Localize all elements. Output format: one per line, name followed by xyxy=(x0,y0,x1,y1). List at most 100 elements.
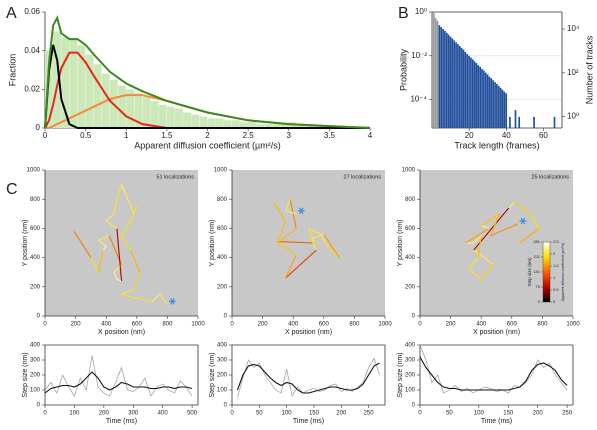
y-tick-label: 0 xyxy=(412,314,416,320)
trajectory-step xyxy=(113,199,118,214)
histogram-bar xyxy=(509,116,511,128)
y-tick-label: 600 xyxy=(217,226,228,232)
x-tick-label: 800 xyxy=(349,322,360,328)
x-tick-label: 200 xyxy=(99,411,110,417)
histogram-bar xyxy=(296,124,305,128)
trajectory-step xyxy=(308,227,321,235)
histogram-bar xyxy=(45,50,53,128)
trajectory-step xyxy=(481,224,490,229)
trajectory-step xyxy=(483,257,494,266)
histogram-bar xyxy=(460,47,463,128)
x-tick-label: 0 xyxy=(43,131,48,140)
histogram-bar xyxy=(483,70,485,128)
histogram-bar xyxy=(69,39,78,128)
histogram-bar xyxy=(166,106,175,128)
start-marker xyxy=(297,207,305,215)
trajectory-step xyxy=(489,213,501,236)
x-tick-label: 400 xyxy=(288,322,299,328)
histogram-bar xyxy=(199,116,208,128)
y-tick-label: 100 xyxy=(217,388,228,394)
trajectory-step xyxy=(473,235,482,244)
y2-tick-label: 10⁴ xyxy=(567,24,580,33)
histogram-bar xyxy=(223,120,232,128)
histogram-bar xyxy=(499,87,502,128)
y-tick-label: 300 xyxy=(405,358,416,364)
y-axis-label: Step size (nm) xyxy=(22,352,29,397)
x-axis-label: X position (nm) xyxy=(473,329,520,336)
x-axis-label: X position (nm) xyxy=(98,329,145,336)
histogram-bar xyxy=(494,82,496,128)
trajectory-step xyxy=(98,250,104,273)
trajectory-step xyxy=(102,245,107,251)
start-marker xyxy=(168,297,176,305)
y-tick-label: 200 xyxy=(405,373,416,379)
histogram-bar xyxy=(445,32,448,128)
histogram-bar xyxy=(488,76,491,128)
trajectory-step xyxy=(285,249,317,279)
trajectory-step xyxy=(73,231,92,258)
y-tick-label: 200 xyxy=(30,373,41,379)
histogram-bar xyxy=(481,68,483,128)
trajectory-step xyxy=(519,227,540,244)
trajectory-step xyxy=(116,278,122,282)
y-tick-label: 0 xyxy=(224,314,228,320)
histogram-bar xyxy=(432,13,435,129)
histogram-bar xyxy=(61,37,70,129)
trajectory-step xyxy=(529,213,540,229)
x-tick-label: 400 xyxy=(101,322,112,328)
histogram-bar xyxy=(134,93,143,128)
trajectory-step xyxy=(105,220,118,229)
trajectory-step xyxy=(477,235,482,258)
histogram-bar xyxy=(457,44,459,128)
x-axis-label: Time (ms) xyxy=(481,418,512,425)
histogram-bar xyxy=(85,54,94,128)
y-tick-label: 0 xyxy=(412,403,416,409)
histogram-bar xyxy=(518,116,521,128)
marker-stroke xyxy=(170,297,175,305)
trajectory-step xyxy=(285,198,291,212)
histogram-bar xyxy=(126,89,135,128)
colorbar-tick-label: 141 xyxy=(533,269,540,274)
histogram-bar xyxy=(497,85,500,128)
y-tick-label: 10⁻² xyxy=(411,51,427,60)
colorbar-label: Step size (nm) xyxy=(527,257,532,287)
trajectory-step xyxy=(130,250,141,273)
histogram-bar xyxy=(453,40,456,128)
histogram-bar xyxy=(158,104,167,128)
y-tick-label: 400 xyxy=(405,343,416,349)
trajectory-step xyxy=(128,201,135,215)
x-tick-label: 2.5 xyxy=(243,131,255,140)
histogram-bar xyxy=(183,112,191,128)
x-tick-label: 800 xyxy=(162,322,173,328)
start-marker xyxy=(519,217,527,225)
x-tick-label: 200 xyxy=(336,411,347,417)
x-tick-label: 3.5 xyxy=(324,131,336,140)
x-tick-label: 0.5 xyxy=(80,131,92,140)
trajectory-step xyxy=(277,240,315,244)
x-tick-label: 1000 xyxy=(566,322,580,328)
trajectory-step xyxy=(277,220,287,242)
histogram-bar xyxy=(191,114,200,128)
y-tick-label: 200 xyxy=(30,284,41,290)
colorbar-label: Apparent diffusion coefficient (µm²/s) xyxy=(561,243,565,301)
trajectory-step xyxy=(124,191,130,203)
y-tick-label: 400 xyxy=(217,255,228,261)
x-tick-label: 400 xyxy=(158,411,169,417)
y2-tick-label: 10⁰ xyxy=(567,112,579,121)
marker-stroke xyxy=(298,207,304,215)
histogram-bar xyxy=(479,66,482,128)
trajectory-step xyxy=(113,271,118,280)
histogram-bar xyxy=(492,80,495,128)
y-axis-label: Y position (nm) xyxy=(209,220,216,267)
y-tick-label: 400 xyxy=(217,343,228,349)
x-tick-label: 60 xyxy=(539,131,548,140)
trajectory-step xyxy=(98,239,107,247)
histogram-bar xyxy=(514,110,517,128)
histogram-bar xyxy=(533,116,535,128)
x-tick-label: 400 xyxy=(476,322,487,328)
y-axis-label: Step size (nm) xyxy=(209,352,216,397)
x-axis-label: Apparent diffusion coefficient (µm²/s) xyxy=(134,140,280,150)
trajectory-step xyxy=(323,233,340,258)
histogram-bar xyxy=(449,36,452,128)
x-axis-label: Time (ms) xyxy=(293,418,324,425)
